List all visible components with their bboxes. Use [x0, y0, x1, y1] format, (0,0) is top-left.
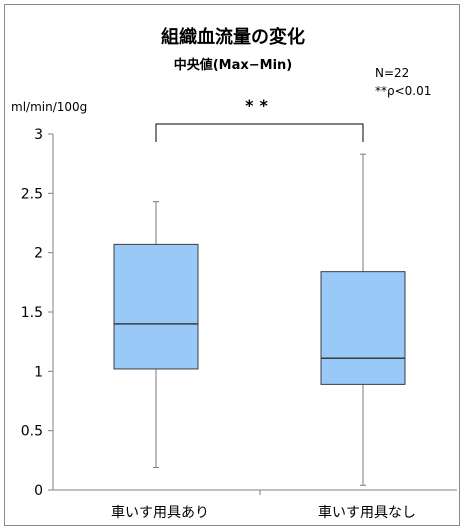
plot-area: 0 0.5 1 1.5 2 2.5 3 車いす用具あり 車いす用具なし ** [21, 96, 457, 521]
y-tick-label: 0 [34, 483, 43, 499]
box-iqr [320, 271, 406, 385]
y-tick-label: 3 [34, 127, 43, 143]
p-value-note: **ρ<0.01 [375, 84, 431, 98]
box-plot-chart: 組織血流量の変化 中央値(Max−Min) N=22 **ρ<0.01 ml/m… [11, 26, 457, 521]
significance-bracket [155, 123, 364, 142]
sample-size-note: N=22 [375, 66, 409, 80]
chart-subtitle: 中央値(Max−Min) [174, 57, 293, 73]
category-label: 車いす用具あり [111, 504, 209, 521]
box-iqr [113, 243, 199, 370]
category-label: 車いす用具なし [318, 504, 416, 521]
y-tick-label: 1.5 [21, 305, 43, 321]
chart-title: 組織血流量の変化 [161, 26, 305, 48]
y-tick-label: 0.5 [21, 424, 43, 440]
y-axis-label: ml/min/100g [11, 100, 87, 114]
chart-frame: 組織血流量の変化 中央値(Max−Min) N=22 **ρ<0.01 ml/m… [4, 4, 460, 526]
significance-marker: ** [245, 96, 274, 115]
y-tick-label: 2 [34, 246, 43, 262]
y-tick-label: 2.5 [21, 186, 43, 202]
y-tick-label: 1 [34, 364, 43, 380]
